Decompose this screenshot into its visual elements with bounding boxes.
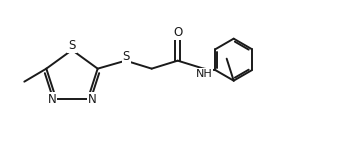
Text: S: S xyxy=(68,39,76,52)
Text: O: O xyxy=(173,26,182,39)
Text: N: N xyxy=(88,93,96,106)
Text: NH: NH xyxy=(196,69,213,79)
Text: S: S xyxy=(122,50,130,63)
Text: N: N xyxy=(48,93,56,106)
